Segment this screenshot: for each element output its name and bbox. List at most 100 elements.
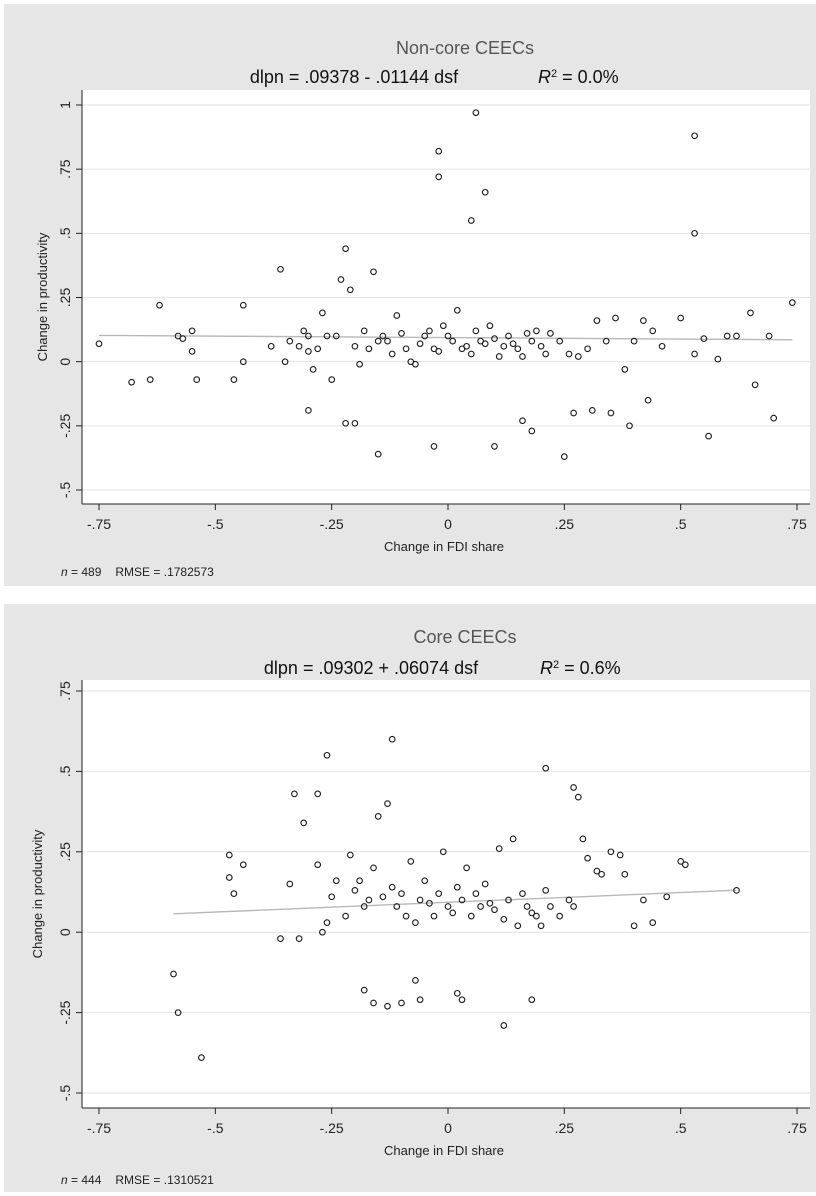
data-point bbox=[188, 348, 196, 355]
data-point bbox=[379, 332, 387, 340]
data-point bbox=[370, 999, 377, 1007]
r-squared-value: = 0.0% bbox=[557, 67, 619, 87]
data-point bbox=[537, 922, 545, 930]
data-point bbox=[500, 915, 508, 923]
data-point bbox=[621, 366, 629, 373]
data-point bbox=[95, 340, 103, 348]
data-point bbox=[426, 899, 433, 907]
data-point bbox=[588, 407, 596, 414]
x-tick-label: .5 bbox=[675, 516, 687, 532]
data-point bbox=[156, 301, 163, 309]
data-point bbox=[416, 340, 424, 348]
data-point bbox=[491, 335, 498, 342]
data-point bbox=[453, 306, 461, 314]
data-point bbox=[300, 327, 308, 335]
data-point bbox=[305, 407, 312, 414]
data-point bbox=[309, 366, 317, 373]
data-point bbox=[439, 848, 447, 856]
data-point bbox=[519, 890, 526, 897]
data-point bbox=[542, 350, 550, 358]
data-point bbox=[332, 877, 340, 885]
data-point bbox=[481, 188, 489, 196]
data-point bbox=[640, 317, 647, 324]
x-tick-label: .25 bbox=[555, 1120, 575, 1136]
data-point bbox=[128, 378, 135, 386]
data-point bbox=[463, 342, 470, 350]
data-point bbox=[616, 851, 624, 859]
r-squared-superscript: 2 bbox=[553, 659, 559, 671]
data-point bbox=[565, 350, 573, 358]
data-point bbox=[663, 893, 671, 901]
data-point bbox=[370, 268, 377, 276]
y-tick-label: -.25 bbox=[57, 414, 73, 438]
data-point bbox=[365, 896, 373, 904]
data-point bbox=[598, 870, 605, 878]
data-point bbox=[560, 453, 568, 460]
y-tick-label: .75 bbox=[57, 159, 73, 179]
r-squared-symbol: R bbox=[538, 67, 551, 87]
data-point bbox=[388, 350, 396, 358]
fit-line bbox=[173, 889, 737, 915]
regression-equation: dlpn = .09302 + .06074 dsf bbox=[264, 658, 479, 678]
data-point bbox=[351, 419, 359, 427]
data-point bbox=[733, 332, 740, 340]
r-squared-value: = 0.6% bbox=[559, 658, 621, 678]
data-point bbox=[528, 909, 536, 917]
data-point bbox=[426, 327, 433, 335]
data-point bbox=[626, 422, 633, 430]
data-point bbox=[472, 890, 480, 897]
data-point bbox=[398, 890, 405, 897]
data-point bbox=[788, 299, 796, 306]
x-tick-label: -.75 bbox=[87, 516, 111, 532]
data-point bbox=[467, 912, 475, 920]
data-point bbox=[621, 870, 629, 878]
data-point bbox=[644, 396, 652, 404]
data-point bbox=[412, 919, 419, 926]
data-point bbox=[407, 858, 415, 865]
data-point bbox=[593, 867, 601, 875]
data-point bbox=[435, 147, 443, 155]
x-tick-label: 0 bbox=[444, 1120, 452, 1136]
scatter-chart-noncore: Non-core CEECs dlpn = .09378 - .01144 ds… bbox=[35, 38, 810, 579]
data-point bbox=[421, 877, 429, 885]
data-point bbox=[607, 848, 615, 856]
n-label: n bbox=[61, 1173, 68, 1187]
data-point bbox=[612, 314, 619, 322]
x-tick-label: .25 bbox=[555, 516, 575, 532]
data-point bbox=[528, 337, 536, 345]
data-point bbox=[584, 345, 591, 353]
data-point bbox=[286, 337, 294, 345]
data-point bbox=[346, 286, 354, 294]
r-squared-superscript: 2 bbox=[551, 68, 557, 80]
data-point bbox=[225, 851, 233, 859]
data-point bbox=[602, 337, 610, 345]
data-point bbox=[449, 337, 457, 345]
data-point bbox=[537, 342, 545, 350]
data-point bbox=[393, 903, 401, 910]
data-point bbox=[449, 909, 457, 917]
data-point bbox=[533, 327, 540, 335]
axes: -.5 -.25 0 .25 .5 .75 -.75 -.5 -.25 0 .25 .5 .75 bbox=[57, 680, 810, 1136]
data-point bbox=[486, 322, 494, 330]
data-point bbox=[528, 996, 536, 1004]
data-point bbox=[374, 450, 382, 458]
data-point bbox=[230, 376, 238, 383]
data-point bbox=[439, 322, 447, 330]
data-point bbox=[453, 989, 461, 997]
data-point bbox=[402, 345, 410, 353]
data-point bbox=[374, 813, 382, 820]
data-point bbox=[505, 896, 512, 904]
data-point bbox=[570, 409, 577, 417]
data-point bbox=[225, 874, 233, 881]
data-point bbox=[430, 443, 438, 450]
data-point bbox=[593, 317, 601, 324]
data-point bbox=[188, 327, 196, 335]
data-point bbox=[444, 903, 452, 910]
data-point bbox=[291, 790, 298, 798]
data-point bbox=[300, 819, 308, 827]
data-point bbox=[332, 332, 340, 340]
data-point bbox=[416, 996, 424, 1004]
data-point bbox=[491, 443, 498, 450]
data-point bbox=[360, 903, 368, 910]
data-point bbox=[337, 276, 345, 283]
